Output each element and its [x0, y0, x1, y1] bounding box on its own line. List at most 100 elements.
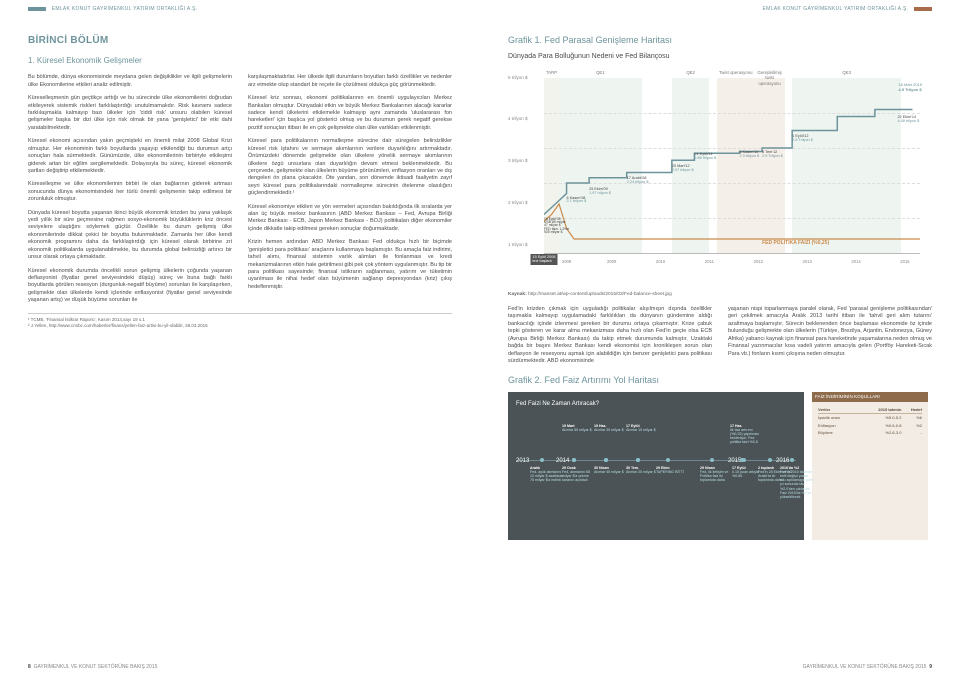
chart2-panel: Fed Faizi Ne Zaman Artıracak? 2013 2014 20…	[508, 392, 804, 540]
current-value: 18 Mart 20154.5 Trilyon $	[898, 82, 922, 93]
event-label: 6 Tem'122.9 Trilyon $	[762, 151, 783, 159]
timeline-item: 2016'da %2Fed'in 2016 faizinde belli değ…	[780, 466, 814, 499]
body-right: Fed'in krizden çıkmak için uyguladığı po…	[508, 306, 932, 366]
page-footer-right: GAYRİMENKUL VE KONUT SEKTÖRÜNE BAKIŞ 201…	[508, 664, 932, 671]
table-row: İşsizlik oranı%5.0-5.2%6	[818, 414, 922, 422]
para: Krizin hemen ardından ABD Merkez Bankası…	[248, 239, 452, 291]
timeline-dot	[710, 458, 714, 462]
region-label: QE2	[672, 70, 710, 76]
para: Küresel ekonomiye etkileri ve yön vermel…	[248, 204, 452, 234]
timeline-dot	[790, 458, 794, 462]
chart2-side: FAİZ İNDİRİMİNİN KOŞULLARI Veriler2015 t…	[812, 392, 928, 540]
table-row: Enflasyon%0.6-0.8%2	[818, 422, 922, 429]
chart2: Fed Faizi Ne Zaman Artıracak? 2013 2014 20…	[508, 392, 928, 540]
x-tick: 2011	[705, 259, 714, 265]
para: Fed'in krizden çıkmak için uyguladığı po…	[508, 306, 712, 365]
y-tick: 2 trilyon $	[508, 200, 528, 206]
header-bar-left	[28, 7, 46, 11]
para: Küreselleşmenin gün geçtikçe arttığı ve …	[28, 95, 232, 132]
para: Bu bölümde, dünya ekonomisinde meydana g…	[28, 74, 232, 89]
event-label: 21 Eylül'112.86 trilyon $	[694, 153, 716, 161]
sub-section-title: 1. Küresel Ekonomik Gelişmeler	[28, 56, 452, 67]
timeline-item: AralıkFed, aylık alımlarını 10 milyar $ …	[530, 466, 564, 483]
chart2-timeline: 201320142015201619 MartAlımlar 55 milyar…	[516, 414, 796, 524]
chart1-title: Grafik 1. Fed Parasal Genişleme Haritası	[508, 34, 932, 46]
region-label: QE1	[559, 70, 642, 76]
para: Küresel para politikalarının normalleşme…	[248, 138, 452, 197]
event-label: 1 Eylül'122.8 Trilyon $	[792, 135, 813, 143]
timeline-year: 2014	[556, 457, 569, 465]
chart1: TARPQE1QE2Twist operasyonuGenişletilmiş …	[508, 68, 928, 288]
chart1-source-url: http://manset.at/wp-content/uploads/2015…	[528, 292, 672, 297]
header-left: EMLAK KONUT GAYRİMENKUL YATIRIM ORTAKLIĞ…	[28, 6, 452, 13]
x-tick: 2010	[656, 259, 665, 265]
region-label: TARP	[544, 70, 559, 76]
timeline-item: 29 NisanFed, ilk iletişim ve Politika fa…	[700, 466, 734, 483]
footer-text-left: GAYRİMENKUL VE KONUT SEKTÖRÜNE BAKIŞ 201…	[34, 664, 158, 670]
timeline-item: 19 Haz.Alımlar 35 milyar $	[594, 424, 628, 432]
x-tick: 2015	[900, 259, 909, 265]
event-label: 6 Kasım'082.1 trilyon $	[567, 197, 587, 205]
table-row: Büyüme%2.6-3.0-	[818, 429, 922, 436]
chart2-side-title: FAİZ İNDİRİMİNİN KOŞULLARI	[812, 392, 928, 402]
timeline-dot	[666, 458, 670, 462]
page-num-left: 8	[28, 664, 31, 670]
event-label: 6 Kasım'102.3 trilyon $	[740, 151, 760, 159]
x-tick: 2012	[754, 259, 763, 265]
region-label: QE3	[792, 70, 901, 76]
timeline-item: 29 EkimTAPERING BİTTİ	[656, 466, 690, 474]
section-title: BİRİNCİ BÖLÜM	[28, 34, 452, 48]
timeline-dot	[636, 458, 640, 462]
para: Küresel ekonomik durumda öncelikli sorun…	[28, 268, 232, 305]
header-right: EMLAK KONUT GAYRİMENKUL YATIRIM ORTAKLIĞ…	[508, 6, 932, 13]
x-tick: 2014	[851, 259, 860, 265]
y-tick: 1 trilyon $	[508, 242, 528, 248]
para: yaşanan nispi toparlanmaya paralel olara…	[728, 306, 932, 358]
para: Küreselleşme ve ülke ekonomilerinin birb…	[28, 181, 232, 203]
x-tick: 2013	[803, 259, 812, 265]
fed-rate-label: FED POLİTİKA FAİZİ (%0,25)	[762, 240, 829, 247]
timeline-item: 30 Tem.Alımlar 25 milyar $	[626, 466, 660, 474]
timeline-item: 17 EylülAlımlar 15 milyar $	[626, 424, 660, 432]
page-num-right: 9	[929, 664, 932, 670]
company-name-left: EMLAK KONUT GAYRİMENKUL YATIRIM ORTAKLIĞ…	[52, 6, 198, 12]
footnote-line: ² J.Yellen, http://www.cnnbc.com/haberle…	[28, 323, 452, 329]
event-label: 20 Mart'122.97 trilyon $	[672, 165, 694, 173]
para: Küresel ekonomi açısından yakın geçmişte…	[28, 138, 232, 175]
timeline-dot	[540, 458, 544, 462]
company-name-right: EMLAK KONUT GAYRİMENKUL YATIRIM ORTAKLIĞ…	[763, 6, 909, 12]
timeline-item: 19 MartAlımlar 55 milyar $	[562, 424, 596, 432]
tarp-details: 15 Eylül'08USB 85 milyar47 milyar $FED f…	[544, 218, 569, 235]
chart1-subtitle: Dünyada Para Bolluğunun Nedeni ve Fed Bi…	[508, 52, 932, 61]
x-tick: 2008	[562, 259, 571, 265]
footnotes-left: ¹ TCMB, 'Finansal İstikrar Raporu', Kası…	[28, 313, 452, 329]
x-tick: 15 Eylül 2008kriz başladı	[530, 254, 557, 264]
timeline-dot	[768, 458, 772, 462]
timeline-dot	[742, 458, 746, 462]
y-tick: 3 trilyon $	[508, 158, 528, 164]
page-footer-left: 8 GAYRİMENKUL VE KONUT SEKTÖRÜNE BAKIŞ 2…	[28, 664, 452, 671]
event-label: 25 Ekim'091.97 trilyon $	[589, 188, 611, 196]
timeline-dot	[572, 458, 576, 462]
chart2-side-table: Veriler2015 tahminHedefİşsizlik oranı%5.…	[818, 406, 922, 437]
timeline-dot	[604, 458, 608, 462]
para: Küresel kriz sonrası, ekonomi politikala…	[248, 95, 452, 132]
chart2-left-title: Fed Faizi Ne Zaman Artıracak?	[516, 400, 796, 408]
timeline-item: 29 OcakFed, alımlarını 65 milyar $'a çek…	[562, 466, 596, 483]
event-label: 17 Aralık'082.24 trilyon $	[627, 177, 649, 185]
chart2-title: Grafik 2. Fed Faiz Artırımı Yol Haritası	[508, 374, 932, 386]
para: karşılaşmaktadırlar. Her ülkede ilgili d…	[248, 74, 452, 89]
header-bar-right	[914, 7, 932, 11]
event-label: 22 Ekim'144.48 trilyon $	[897, 116, 919, 124]
y-tick: 4 trilyon $	[508, 116, 528, 122]
para: Dünyada küresel boyutta yaşanan ikinci b…	[28, 210, 232, 262]
timeline-item: 17 Haz.İlk faiz artırımı (%0,25) yapılma…	[730, 424, 764, 445]
footer-text-right: GAYRİMENKUL VE KONUT SEKTÖRÜNE BAKIŞ 201…	[803, 664, 927, 670]
timeline-year: 2016	[776, 457, 789, 465]
y-tick: 5 trilyon $	[508, 75, 528, 81]
chart1-source: Kaynak: http://manset.at/wp-content/uplo…	[508, 292, 932, 298]
region-label: Twist operasyonu	[717, 70, 755, 76]
x-tick: 2009	[607, 259, 616, 265]
body-left: Bu bölümde, dünya ekonomisinde meydana g…	[28, 74, 452, 304]
timeline-year: 2013	[516, 457, 529, 465]
